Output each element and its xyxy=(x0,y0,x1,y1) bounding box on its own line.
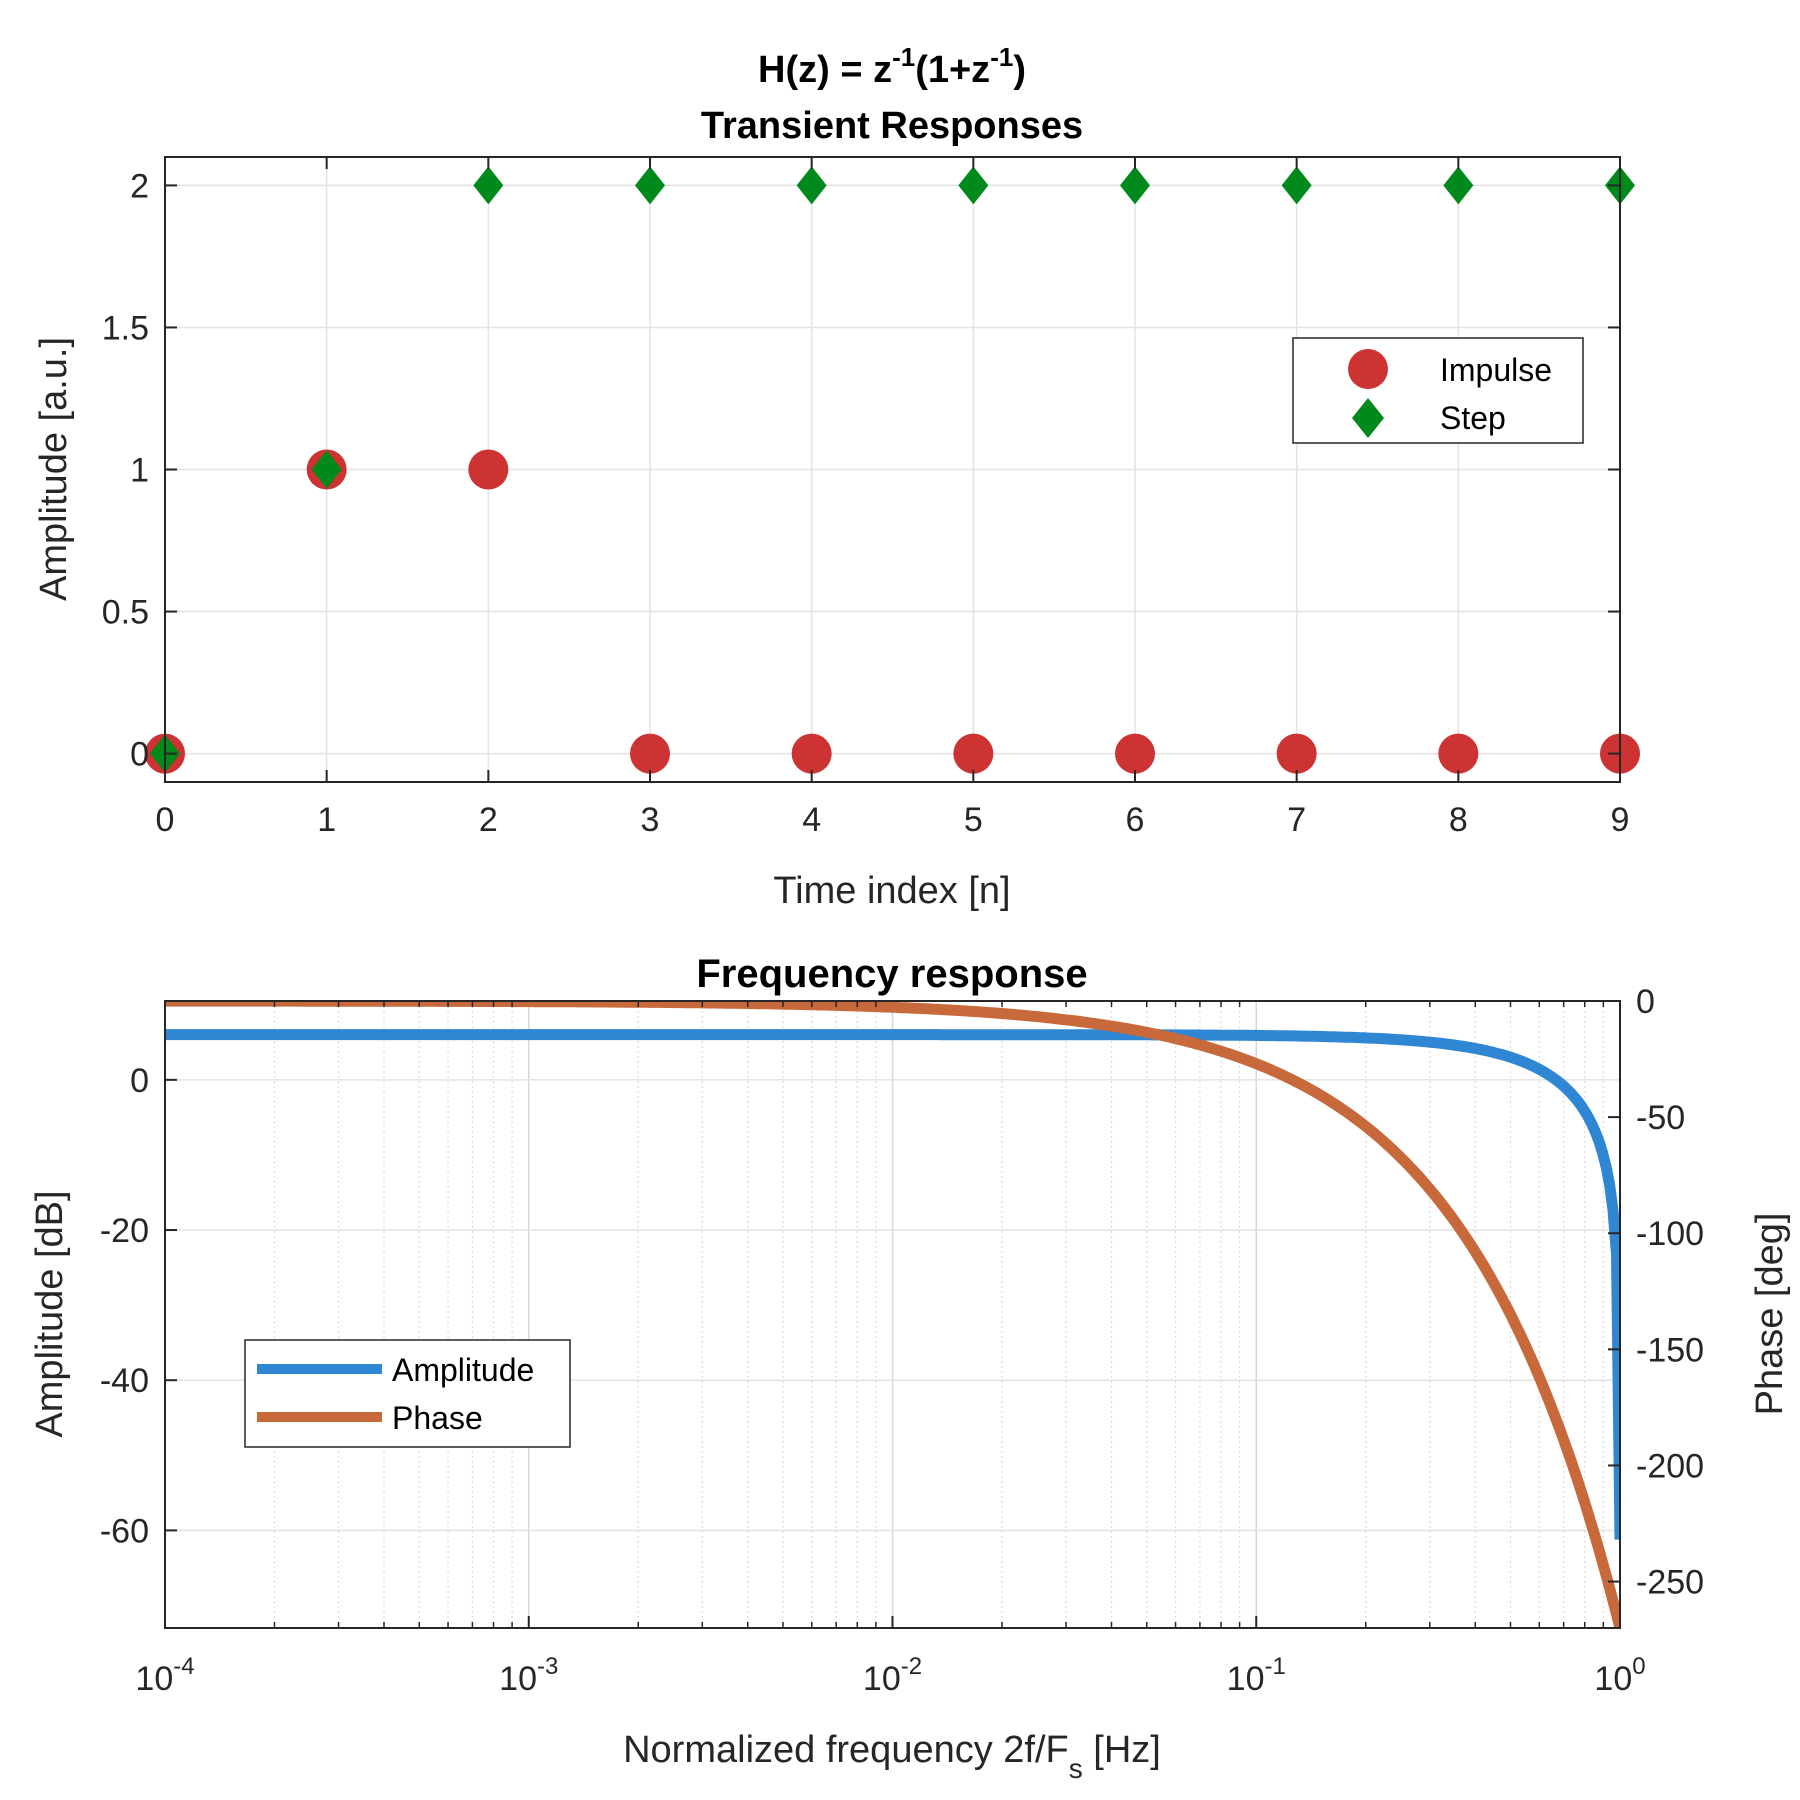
chart2-title: Frequency response xyxy=(696,952,1087,996)
chart1-x-tick-label: 2 xyxy=(479,801,498,839)
impulse-point xyxy=(468,449,509,490)
chart2-legend: Amplitude Phase xyxy=(244,1339,571,1448)
chart1-x-axis-label: Time index [n] xyxy=(773,870,1010,912)
chart1-marks xyxy=(145,166,1640,774)
chart2-y-right-tick-label: -100 xyxy=(1636,1215,1704,1253)
legend-amplitude-label: Amplitude xyxy=(392,1352,534,1388)
chart2-y-left-tick-label: -40 xyxy=(100,1362,149,1400)
legend-step-label: Step xyxy=(1440,400,1506,436)
amplitude-line xyxy=(165,1029,1620,1540)
step-point xyxy=(635,166,665,205)
chart1-x-tick-label: 6 xyxy=(1126,801,1145,839)
chart1-x-tick-label: 3 xyxy=(641,801,660,839)
chart1-title: Transient Responses xyxy=(701,105,1083,147)
chart1-y-tick-label: 0 xyxy=(130,736,149,774)
chart2-y-right-tick-label: -150 xyxy=(1636,1331,1704,1369)
chart2-left-axis-label: Amplitude [dB] xyxy=(29,1190,71,1437)
chart2-y-left-tick-label: 0 xyxy=(130,1062,149,1100)
chart2-y-right-tick-label: 0 xyxy=(1636,983,1655,1021)
chart2-x-tick-label: 10-3 xyxy=(499,1653,558,1698)
chart1-x-tick-label: 1 xyxy=(317,801,336,839)
chart1-y-tick-label: 0.5 xyxy=(102,594,149,632)
step-point xyxy=(1281,166,1312,205)
chart2-legend-box xyxy=(244,1339,571,1448)
transient-chart: H(z) = z-1(1+z-1) Transient Responses 0 1… xyxy=(33,42,1640,912)
chart1-y-tick-label: 2 xyxy=(130,167,149,205)
chart2-y-left-tick-label: -60 xyxy=(100,1512,149,1550)
chart2-x-tick-label: 10-1 xyxy=(1227,1653,1286,1698)
chart1-title-formula: H(z) = z-1(1+z-1) xyxy=(758,42,1026,91)
legend-phase-label: Phase xyxy=(392,1400,483,1436)
step-point xyxy=(473,166,504,205)
impulse-point xyxy=(1276,733,1317,774)
chart2-right-axis-label: Phase [deg] xyxy=(1749,1213,1791,1416)
chart1-ticks: 0 1 2 3 4 5 6 7 8 9 0 0.5 1 1.5 2 xyxy=(102,157,1630,839)
impulse-point xyxy=(953,733,994,774)
chart1-x-tick-label: 0 xyxy=(156,801,175,839)
chart1-y-tick-label: 1 xyxy=(130,452,149,490)
chart1-x-tick-label: 9 xyxy=(1611,801,1630,839)
step-point xyxy=(1120,166,1150,205)
legend-impulse-label: Impulse xyxy=(1440,352,1552,388)
step-point xyxy=(958,166,989,205)
legend-step-marker xyxy=(1352,398,1384,438)
chart1-x-tick-label: 7 xyxy=(1287,801,1306,839)
impulse-point xyxy=(1438,733,1479,774)
chart1-y-axis-label: Amplitude [a.u.] xyxy=(33,337,75,601)
impulse-point xyxy=(630,733,670,774)
chart2-y-left-tick-label: -20 xyxy=(100,1212,149,1250)
frequency-chart: Frequency response 10-4 10-3 10-2 10-1 100 0 -… xyxy=(29,952,1791,1784)
chart1-legend-box xyxy=(1292,337,1584,444)
chart2-y-right-tick-label: -50 xyxy=(1636,1099,1685,1137)
chart2-y-right-tick-label: -200 xyxy=(1636,1447,1704,1485)
step-point xyxy=(1443,166,1474,205)
impulse-point xyxy=(791,733,832,774)
chart1-x-tick-label: 4 xyxy=(802,801,821,839)
legend-impulse-marker xyxy=(1348,349,1388,389)
chart2-y-right-tick-label: -250 xyxy=(1636,1564,1704,1602)
impulse-point xyxy=(1115,733,1155,774)
chart2-x-tick-label: 10-4 xyxy=(135,1653,194,1698)
chart2-x-tick-label: 100 xyxy=(1594,1653,1645,1698)
chart2-ticks: 10-4 10-3 10-2 10-1 100 0 -20 -40 -60 0 -50 -100 -15… xyxy=(100,983,1704,1698)
chart1-legend: Impulse Step xyxy=(1292,337,1584,444)
chart2-x-axis-label: Normalized frequency 2f/Fs [Hz] xyxy=(623,1729,1161,1784)
chart1-x-tick-label: 8 xyxy=(1449,801,1468,839)
step-point xyxy=(311,450,342,489)
chart1-x-tick-label: 5 xyxy=(964,801,983,839)
chart1-y-tick-label: 1.5 xyxy=(102,309,149,347)
chart2-x-tick-label: 10-2 xyxy=(863,1653,922,1698)
step-point xyxy=(796,166,827,205)
